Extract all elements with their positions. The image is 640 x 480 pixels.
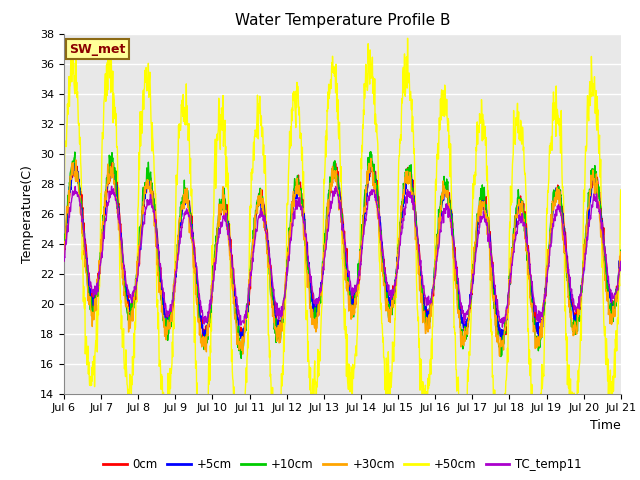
Legend: 0cm, +5cm, +10cm, +30cm, +50cm, TC_temp11: 0cm, +5cm, +10cm, +30cm, +50cm, TC_temp1…: [98, 454, 587, 476]
Text: SW_met: SW_met: [70, 43, 126, 56]
X-axis label: Time: Time: [590, 419, 621, 432]
Title: Water Temperature Profile B: Water Temperature Profile B: [235, 13, 450, 28]
Y-axis label: Temperature(C): Temperature(C): [22, 165, 35, 263]
